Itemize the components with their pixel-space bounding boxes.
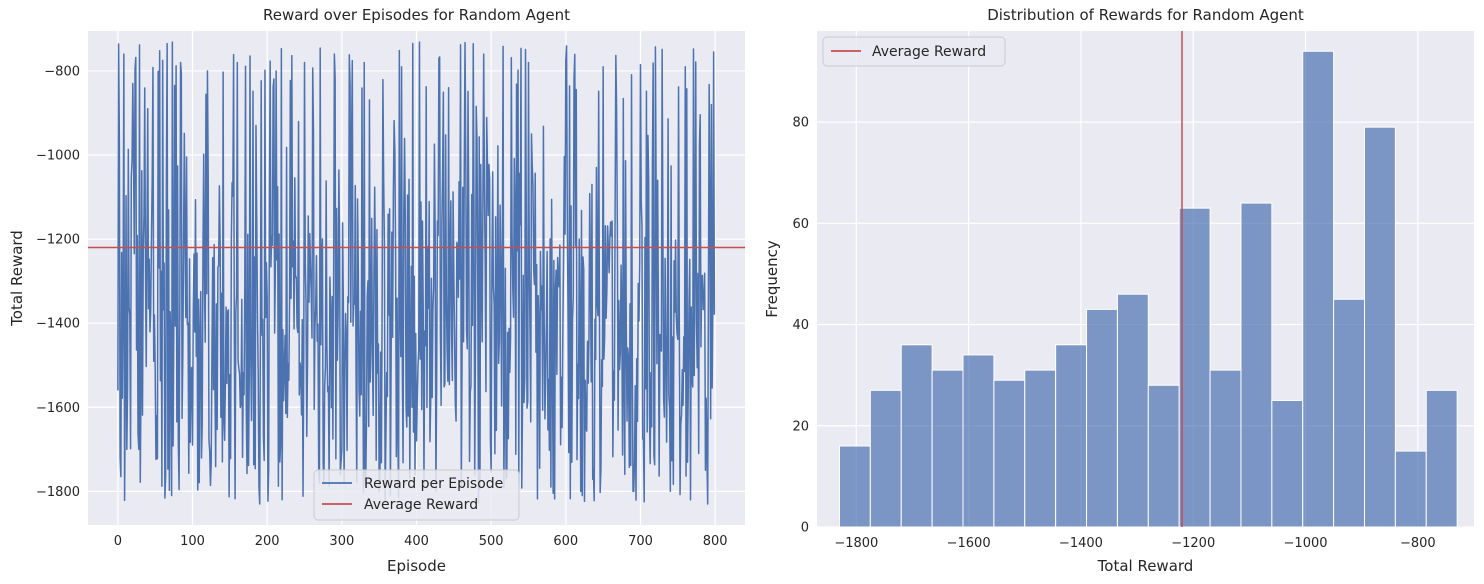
left-chart-panel: 0 100 200 300 400 500 600 700 800 −1800 −1600 −1400… xyxy=(8,6,745,575)
histogram-bar xyxy=(1147,384,1180,528)
histogram-bar xyxy=(1240,202,1273,528)
histogram-bar xyxy=(869,389,902,528)
histogram-bar xyxy=(1055,344,1088,528)
histogram-bar xyxy=(1178,207,1211,528)
right-x-tick-label: −800 xyxy=(1400,536,1436,551)
left-legend-box xyxy=(313,469,520,521)
legend-label-average-reward: Average Reward xyxy=(364,497,478,513)
left-y-tick-label: −1600 xyxy=(36,401,80,416)
left-series-layer xyxy=(88,41,745,505)
left-x-tick-label: 400 xyxy=(404,534,429,549)
right-tick-labels: −1800 −1600 −1400 −1200 −1000 −800 0 20 40 60 80 xyxy=(792,116,1435,551)
left-x-tick-label: 100 xyxy=(180,534,205,549)
histogram-bar xyxy=(1209,369,1242,528)
left-x-axis-label: Episode xyxy=(387,557,446,575)
left-x-tick-label: 0 xyxy=(114,534,122,549)
left-x-tick-label: 300 xyxy=(329,534,354,549)
left-y-tick-label: −1000 xyxy=(36,149,80,164)
left-y-tick-label: −1200 xyxy=(36,233,80,248)
histogram-bar xyxy=(1116,293,1149,528)
left-x-tick-label: 800 xyxy=(703,534,728,549)
left-tick-labels: 0 100 200 300 400 500 600 700 800 −1800 −1600 −1400… xyxy=(36,64,728,549)
legend-label-reward-per-episode: Reward per Episode xyxy=(364,476,503,492)
right-y-tick-label: 80 xyxy=(792,116,809,131)
left-x-tick-label: 200 xyxy=(255,534,280,549)
right-y-tick-label: 20 xyxy=(792,419,809,434)
left-x-tick-label: 500 xyxy=(479,534,504,549)
histogram-bar xyxy=(1271,399,1304,528)
left-y-axis-label: Total Reward xyxy=(8,230,26,327)
right-y-tick-label: 0 xyxy=(801,521,809,536)
right-x-tick-label: −1000 xyxy=(1284,536,1328,551)
histogram-bar xyxy=(931,369,964,528)
right-legend: Average Reward xyxy=(822,36,1006,67)
left-legend: Reward per Episode Average Reward xyxy=(313,469,520,521)
left-chart-title: Reward over Episodes for Random Agent xyxy=(263,6,570,24)
left-y-tick-label: −800 xyxy=(44,64,80,79)
histogram-bar xyxy=(1024,369,1057,528)
right-chart-panel: −1800 −1600 −1400 −1200 −1000 −800 0 20 40 60 80 D… xyxy=(763,6,1474,575)
histogram-bar xyxy=(1364,126,1396,528)
left-y-tick-label: −1400 xyxy=(36,317,80,332)
histogram-bar xyxy=(838,445,871,528)
right-histogram-bars xyxy=(838,50,1458,528)
histogram-bar xyxy=(1425,389,1458,528)
right-x-axis-label: Total Reward xyxy=(1097,557,1194,575)
right-chart-title: Distribution of Rewards for Random Agent xyxy=(987,6,1304,24)
histogram-bar xyxy=(1086,308,1118,528)
right-y-tick-label: 60 xyxy=(792,217,809,232)
series-line-reward-per-episode xyxy=(117,41,716,505)
histogram-bar xyxy=(1302,50,1335,528)
right-legend-box xyxy=(822,36,1006,67)
right-x-tick-label: −1200 xyxy=(1171,536,1215,551)
histogram-bar xyxy=(1394,450,1427,528)
left-y-tick-label: −1800 xyxy=(36,485,80,500)
histogram-bar xyxy=(900,344,933,528)
right-x-tick-label: −1800 xyxy=(834,536,878,551)
left-x-tick-label: 600 xyxy=(553,534,578,549)
left-x-tick-label: 700 xyxy=(628,534,653,549)
right-x-tick-label: −1600 xyxy=(947,536,991,551)
histogram-bar xyxy=(993,379,1026,528)
histogram-bar xyxy=(1333,298,1365,528)
right-x-tick-label: −1400 xyxy=(1059,536,1103,551)
legend-label-average-reward-hist: Average Reward xyxy=(872,44,986,60)
right-y-axis-label: Frequency xyxy=(763,240,781,318)
histogram-bar xyxy=(962,354,995,528)
right-y-tick-label: 40 xyxy=(792,318,809,333)
